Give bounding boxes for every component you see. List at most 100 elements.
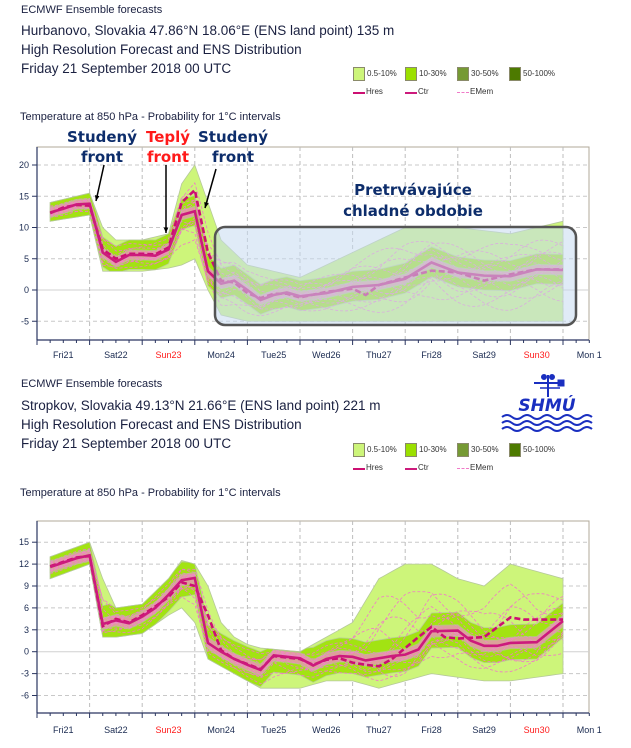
legend-ctr-line [405,468,417,470]
legend-label-hres: Hres [366,87,383,96]
panel1-subtitle: High Resolution Forecast and ENS Distrib… [21,42,302,57]
y-tick-label: -6 [21,691,29,701]
legend-swatch-p30-50 [457,67,469,81]
x-day-label: Tue25 [261,350,286,360]
x-day-label: Thu27 [366,725,392,735]
shmu-logo-icon: SHMÚ [501,374,593,432]
x-day-label: Wed26 [312,725,340,735]
annotation-cold-period-line1: Pretrvávajúce [354,181,472,199]
x-day-label: Sat22 [104,725,128,735]
annotation-warm-front-line1: Teplý [145,128,191,146]
x-day-label: Fri28 [421,725,442,735]
panel2-subtitle: High Resolution Forecast and ENS Distrib… [21,417,302,432]
chart1: 20 15 10 5 0 -5 Fri21 Sat22 Sun23 Mon24 Tue25 Wed26… [19,146,602,360]
legend-emem-line [457,92,469,93]
ensemble-member-line [50,555,564,671]
panel2-legend: 0.5-10% 10-30% 30-50% 50-100% Hres Ctr E… [350,440,600,480]
annotation-cold-front-1-line1: Studený [66,128,138,146]
y-tick-label: 0 [24,647,29,657]
legend-label-p05-10: 0.5-10% [367,69,397,78]
legend-label-p10-30: 10-30% [419,69,447,78]
legend-label-ctr: Ctr [418,87,429,96]
legend-hres-line [353,468,365,470]
x-day-label: Sun23 [155,725,181,735]
x-day-label: Sun30 [524,350,550,360]
x-day-label: Fri21 [53,725,74,735]
panel2-date: Friday 21 September 2018 00 UTC [21,436,232,451]
legend-ctr-line [405,92,417,94]
x-day-label: Sun23 [155,350,181,360]
panel1-date: Friday 21 September 2018 00 UTC [21,61,232,76]
legend-label-p50-100: 50-100% [523,69,556,78]
legend-label-p30-50: 30-50% [471,445,499,454]
x-day-label: Mon 1 [577,350,602,360]
legend-label-emem: EMem [470,463,494,472]
x-day-label: Fri21 [53,350,74,360]
y-tick-label: 3 [24,625,29,635]
legend-label-p05-10: 0.5-10% [367,445,397,454]
chart1-title: Temperature at 850 hPa - Probability for… [20,111,281,123]
chart2-title: Temperature at 850 hPa - Probability for… [20,487,281,499]
panel1-legend: 0.5-10% 10-30% 30-50% 50-100% Hres Ctr E… [350,64,600,104]
y-tick-label: 15 [19,537,29,547]
y-tick-label: 5 [24,254,29,264]
panel2-header: ECMWF Ensemble forecasts [21,378,163,390]
annotation-cold-front-2-line1: Studený [197,128,269,146]
x-day-label: Mon24 [207,350,235,360]
cold-front-2-arrow-head [204,202,209,208]
panel1-header: ECMWF Ensemble forecasts [21,4,163,16]
y-tick-label: 12 [19,559,29,569]
x-day-label: Mon 1 [577,725,602,735]
legend-label-p50-100: 50-100% [523,445,556,454]
legend-swatch-p05-10 [353,443,365,457]
panel2-location: Stropkov, Slovakia 49.13°N 21.66°E (ENS … [21,398,381,413]
y-tick-label: 9 [24,581,29,591]
annotation-cold-period-line2: chladné obdobie [343,202,483,220]
ensemble-member-line [50,552,564,661]
legend-hres-line [353,92,365,94]
cold-period-box [213,225,578,327]
annotation-cold-front-2: Studený front [193,127,273,167]
annotation-warm-front: Teplý front [128,127,208,167]
legend-swatch-p10-30 [405,67,417,81]
y-tick-label: -3 [21,669,29,679]
x-day-label: Sat29 [472,350,496,360]
x-day-label: Tue25 [261,725,286,735]
legend-swatch-p10-30 [405,443,417,457]
chart2: 15 12 9 6 3 0 -3 -6 Fri21 Sat22 Sun23 Mon24 Tue25 Wed… [19,520,602,735]
annotation-cold-front-2-line2: front [211,148,255,166]
y-tick-label: 6 [24,603,29,613]
cold-front-1-arrow-shaft [95,164,105,202]
legend-swatch-p30-50 [457,443,469,457]
x-day-label: Thu27 [366,350,392,360]
ctr-line [49,553,564,672]
legend-label-emem: EMem [470,87,494,96]
y-tick-label: 20 [19,160,29,170]
warm-front-arrow-head [163,227,169,233]
ensemble-core-band [49,549,564,677]
legend-swatch-p50-100 [509,67,521,81]
annotation-cold-front-1-line2: front [80,148,124,166]
x-day-label: Sat22 [104,350,128,360]
x-day-label: Sun30 [524,725,550,735]
legend-label-hres: Hres [366,463,383,472]
legend-emem-line [457,468,469,469]
x-day-label: Wed26 [312,350,340,360]
legend-swatch-p50-100 [509,443,521,457]
x-day-label: Sat29 [472,725,496,735]
y-tick-label: -5 [21,316,29,326]
y-tick-label: 0 [24,285,29,295]
cold-front-2-arrow-shaft [204,168,217,209]
annotation-cold-front-1: Studený front [62,127,142,167]
legend-swatch-p05-10 [353,67,365,81]
annotation-cold-period: Pretrvávajúce chladné obdobie [323,180,503,222]
panel1-location: Hurbanovo, Slovakia 47.86°N 18.06°E (ENS… [21,23,395,38]
legend-label-ctr: Ctr [418,463,429,472]
x-day-label: Mon24 [207,725,235,735]
annotation-warm-front-line2: front [146,148,190,166]
legend-label-p30-50: 30-50% [471,69,499,78]
shmu-logo: SHMÚ [500,373,595,433]
legend-label-p10-30: 10-30% [419,445,447,454]
shmu-logo-text: SHMÚ [518,394,575,416]
